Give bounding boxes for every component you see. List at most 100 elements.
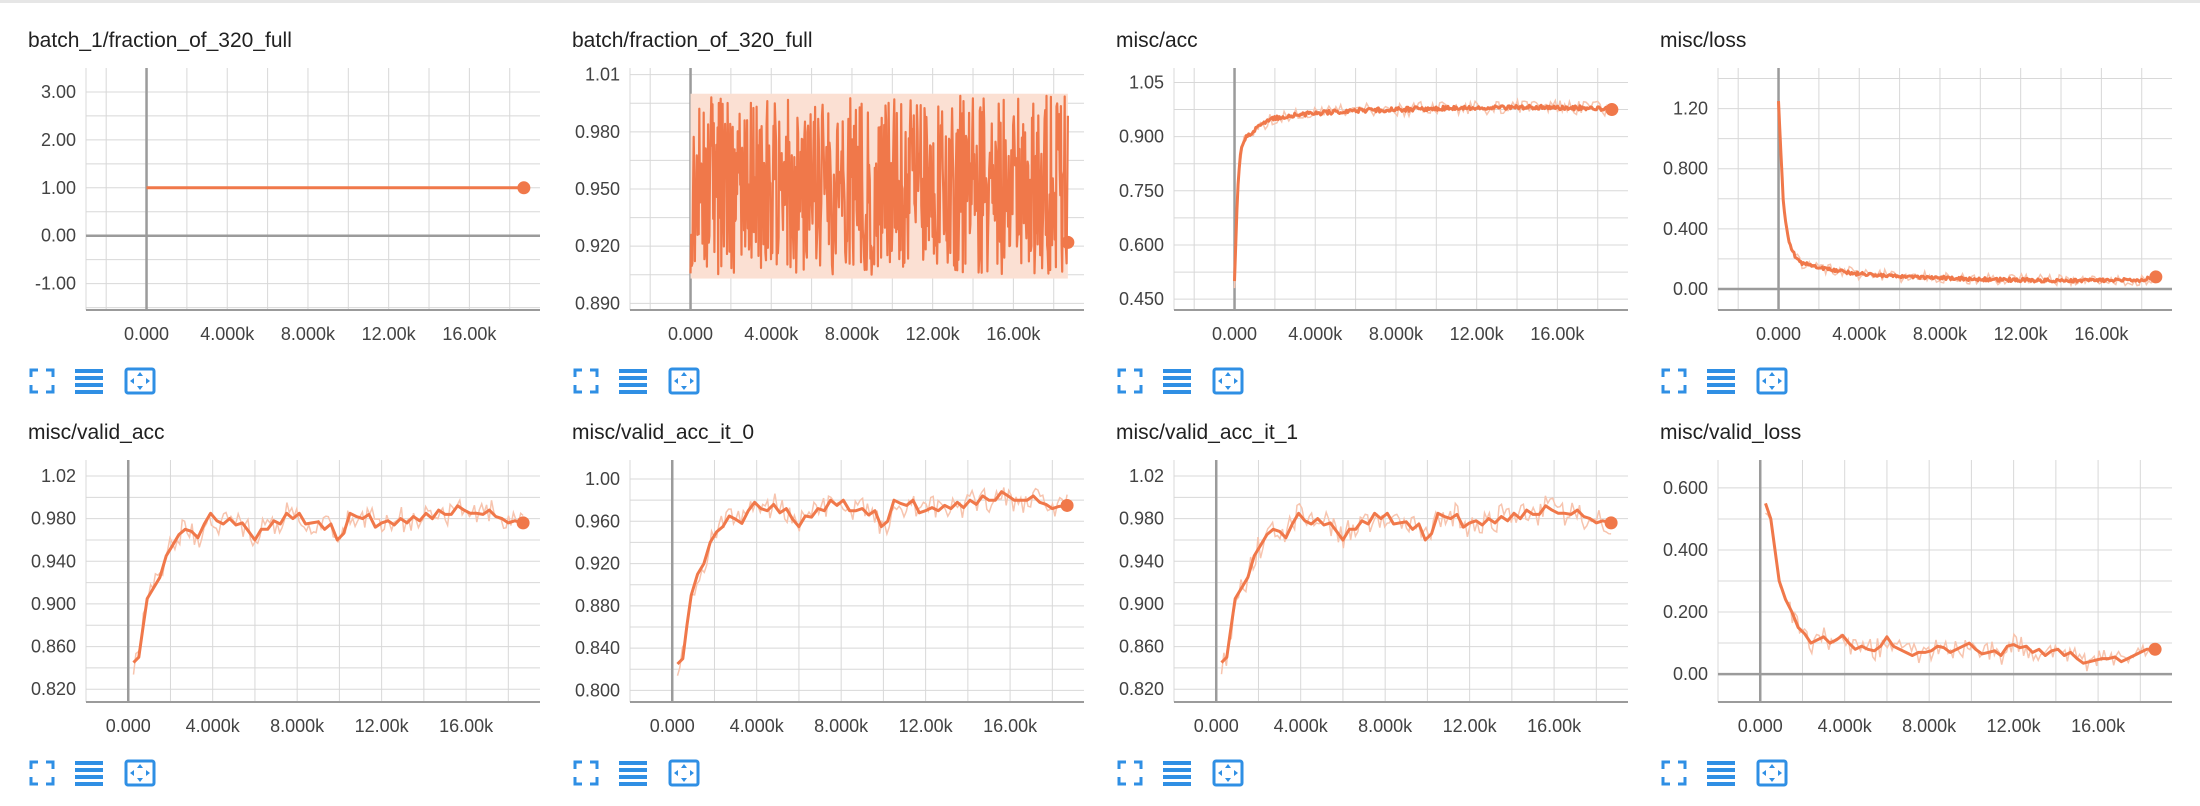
chart-card: misc/valid_acc_it_1 1.02 0.980 0.940 0.900 0.…	[1088, 392, 1632, 788]
chart-card: batch/fraction_of_320_full 1.01 0.980 0.950…	[544, 0, 1088, 396]
x-tick-label: 4.000k	[1832, 324, 1887, 344]
y-tick-label: 0.900	[1119, 127, 1164, 147]
raw-series-line	[1777, 106, 2157, 288]
top-border	[0, 0, 2200, 3]
fit-domain-icon[interactable]	[124, 757, 156, 789]
chart-title: batch_1/fraction_of_320_full	[28, 29, 292, 52]
line-chart[interactable]: 1.02 0.980 0.940 0.900 0.860 0.820 0.000 4.000k…	[1088, 450, 1632, 750]
y-tick-label: 0.860	[31, 637, 76, 657]
x-tick-label: 0.000	[650, 716, 695, 736]
list-icon[interactable]	[73, 757, 105, 789]
line-chart[interactable]: 1.02 0.980 0.940 0.900 0.860 0.820 0.000 4.000k…	[0, 450, 544, 750]
y-tick-label: 0.840	[575, 638, 620, 658]
fit-domain-icon[interactable]	[1756, 365, 1788, 397]
y-tick-label: 0.980	[575, 122, 620, 142]
line-chart[interactable]: 1.05 0.900 0.750 0.600 0.450 0.000 4.000k 8.000…	[1088, 58, 1632, 358]
y-tick-label: 0.200	[1663, 602, 1708, 622]
y-tick-label: 0.920	[575, 236, 620, 256]
expand-icon[interactable]	[26, 365, 58, 397]
x-tick-label: 4.000k	[744, 324, 799, 344]
list-icon[interactable]	[617, 757, 649, 789]
x-tick-label: 0.000	[1756, 324, 1801, 344]
list-icon[interactable]	[1705, 365, 1737, 397]
y-tick-label: 3.00	[41, 82, 76, 102]
fit-domain-icon[interactable]	[1212, 365, 1244, 397]
chart-title: misc/valid_acc	[28, 421, 165, 444]
x-tick-label: 0.000	[668, 324, 713, 344]
y-tick-label: 0.400	[1663, 540, 1708, 560]
x-tick-label: 12.00k	[1443, 716, 1498, 736]
x-tick-label: 12.00k	[362, 324, 417, 344]
y-tick-label: 0.00	[1673, 664, 1708, 684]
last-value-marker	[1605, 103, 1619, 117]
y-tick-label: 1.05	[1129, 72, 1164, 92]
line-chart[interactable]: 0.600 0.400 0.200 0.00 0.000 4.000k 8.000k 12.0…	[1632, 450, 2176, 750]
fit-domain-icon[interactable]	[668, 757, 700, 789]
y-tick-label: 0.600	[1663, 478, 1708, 498]
x-tick-label: 0.000	[1194, 716, 1239, 736]
x-tick-label: 8.000k	[825, 324, 880, 344]
fit-domain-icon[interactable]	[1756, 757, 1788, 789]
fit-domain-icon[interactable]	[124, 365, 156, 397]
line-chart[interactable]: 1.01 0.980 0.950 0.920 0.890 0.000 4.000k 8.000…	[544, 58, 1088, 358]
fit-domain-icon[interactable]	[668, 365, 700, 397]
chart-card: misc/acc 1.05 0.900 0.750 0.600 0.450 0.000 4.0…	[1088, 0, 1632, 396]
y-tick-label: 1.20	[1673, 99, 1708, 119]
expand-icon[interactable]	[1658, 365, 1690, 397]
last-value-marker	[1061, 235, 1075, 249]
expand-icon[interactable]	[26, 757, 58, 789]
y-tick-label: 1.01	[585, 65, 620, 85]
series-line	[1777, 101, 2158, 284]
fit-domain-icon[interactable]	[1212, 757, 1244, 789]
series-line	[1764, 502, 2156, 665]
x-tick-label: 12.00k	[906, 324, 961, 344]
x-tick-label: 8.000k	[1902, 716, 1957, 736]
y-tick-label: 0.980	[1119, 509, 1164, 529]
y-tick-label: 0.00	[41, 226, 76, 246]
list-icon[interactable]	[1161, 757, 1193, 789]
y-tick-label: 0.860	[1119, 637, 1164, 657]
x-tick-label: 16.00k	[439, 716, 494, 736]
raw-series-line	[1233, 97, 1613, 289]
line-chart[interactable]: 3.00 2.00 1.00 0.00 -1.00 0.000 4.000k 8.000k 12…	[0, 58, 544, 358]
x-tick-label: 4.000k	[1288, 324, 1343, 344]
x-tick-label: 16.00k	[983, 716, 1038, 736]
y-tick-label: 0.820	[1119, 679, 1164, 699]
expand-icon[interactable]	[570, 757, 602, 789]
series-line	[689, 94, 1069, 276]
x-tick-label: 0.000	[106, 716, 151, 736]
y-tick-label: 0.800	[575, 680, 620, 700]
last-value-marker	[1604, 516, 1618, 530]
expand-icon[interactable]	[1658, 757, 1690, 789]
chart-card: misc/valid_acc 1.02 0.980 0.940 0.900 0.860 0.…	[0, 392, 544, 788]
y-tick-label: 1.00	[41, 178, 76, 198]
expand-icon[interactable]	[1114, 365, 1146, 397]
line-chart[interactable]: 1.00 0.960 0.920 0.880 0.840 0.800 0.000 4.000k…	[544, 450, 1088, 750]
y-tick-label: 1.00	[585, 469, 620, 489]
y-tick-label: 0.940	[31, 551, 76, 571]
expand-icon[interactable]	[1114, 757, 1146, 789]
list-icon[interactable]	[1705, 757, 1737, 789]
chart-title: misc/valid_loss	[1660, 421, 1802, 444]
list-icon[interactable]	[1161, 365, 1193, 397]
y-tick-label: -1.00	[35, 274, 76, 294]
chart-card: batch_1/fraction_of_320_full 3.00 2.00 1.00…	[0, 0, 544, 396]
x-tick-label: 12.00k	[1994, 324, 2049, 344]
x-tick-label: 16.00k	[442, 324, 497, 344]
y-tick-label: 0.960	[575, 511, 620, 531]
line-chart[interactable]: 1.20 0.800 0.400 0.00 0.000 4.000k 8.000k 12.00…	[1632, 58, 2176, 358]
y-tick-label: 1.02	[1129, 466, 1164, 486]
expand-icon[interactable]	[570, 365, 602, 397]
chart-card: misc/valid_loss 0.600 0.400 0.200 0.00 0.000 4…	[1632, 392, 2176, 788]
raw-series-line	[132, 497, 524, 675]
list-icon[interactable]	[73, 365, 105, 397]
y-tick-label: 0.450	[1119, 289, 1164, 309]
x-tick-label: 12.00k	[1987, 716, 2042, 736]
chart-title: misc/loss	[1660, 29, 1747, 52]
x-tick-label: 4.000k	[1818, 716, 1873, 736]
y-tick-label: 0.400	[1663, 219, 1708, 239]
y-tick-label: 2.00	[41, 130, 76, 150]
y-tick-label: 0.980	[31, 509, 76, 529]
list-icon[interactable]	[617, 365, 649, 397]
x-tick-label: 16.00k	[2074, 324, 2129, 344]
